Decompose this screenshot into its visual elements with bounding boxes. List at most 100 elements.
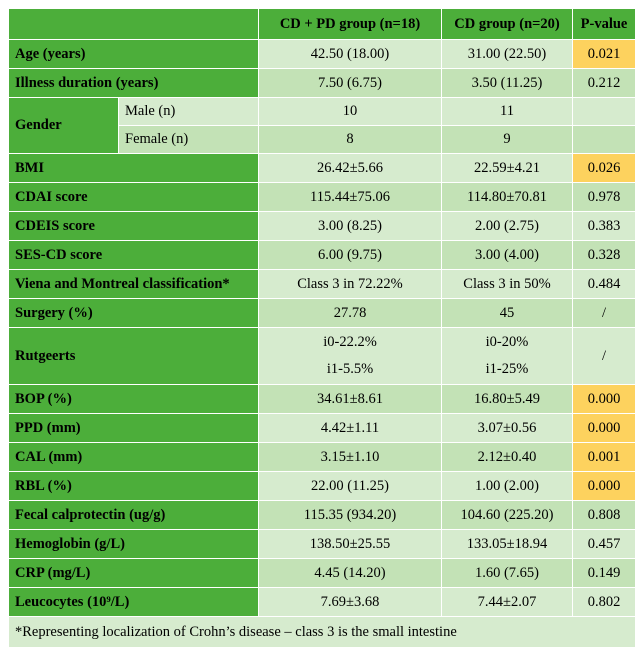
cell-cd-pd: 4.45 (14.20) [258,558,442,588]
table-row: Hemoglobin (g/L) 138.50±25.55 133.05±18.… [8,529,636,559]
row-label: Leucocytes (10⁹/L) [8,587,259,617]
cell-cd: 45 [441,298,573,328]
table-row: CRP (mg/L) 4.45 (14.20) 1.60 (7.65) 0.14… [8,558,636,588]
table-row: Fecal calprotectin (ug/g) 115.35 (934.20… [8,500,636,530]
row-label: BOP (%) [8,384,259,414]
table-row: CDEIS score 3.00 (8.25) 2.00 (2.75) 0.38… [8,211,636,241]
cell-cd: 1.60 (7.65) [441,558,573,588]
row-label: SES-CD score [8,240,259,270]
header-p-value: P-value [572,8,636,40]
row-label: Rutgeerts [8,327,259,385]
cell-p: 0.383 [572,211,636,241]
cell-cd-pd: i0-22.2% i1-5.5% [258,327,442,385]
cell-p: 0.000 [572,413,636,443]
cell-cd-pd: Class 3 in 72.22% [258,269,442,299]
cell-p: / [572,327,636,385]
row-label: BMI [8,153,259,183]
cell-cd: Class 3 in 50% [441,269,573,299]
cell-p: 0.000 [572,384,636,414]
header-row: CD + PD group (n=18) CD group (n=20) P-v… [8,8,636,40]
cell-cd: 3.07±0.56 [441,413,573,443]
cell-cd-pd: 22.00 (11.25) [258,471,442,501]
row-label: Viena and Montreal classification* [8,269,259,299]
header-cd: CD group (n=20) [441,8,573,40]
table-row: Viena and Montreal classification* Class… [8,269,636,299]
cell-line: i1-25% [485,361,529,377]
row-label: Gender [8,97,119,154]
cell-p: 0.149 [572,558,636,588]
cell-p: 0.457 [572,529,636,559]
cell-cd: i0-20% i1-25% [441,327,573,385]
cell-cd-pd: 34.61±8.61 [258,384,442,414]
cell-p: 0.328 [572,240,636,270]
cell-cd-pd: 3.15±1.10 [258,442,442,472]
sub-label: Female (n) [118,125,259,154]
cell-cd-pd: 115.35 (934.20) [258,500,442,530]
cell-cd: 114.80±70.81 [441,182,573,212]
cell-cd: 1.00 (2.00) [441,471,573,501]
cell-line: i0-20% [485,334,529,350]
cell-p: 0.212 [572,68,636,98]
table-row: Illness duration (years) 7.50 (6.75) 3.5… [8,68,636,98]
footnote: *Representing localization of Crohn’s di… [8,616,636,648]
row-label: Illness duration (years) [8,68,259,98]
cell-p: 0.484 [572,269,636,299]
footnote-row: *Representing localization of Crohn’s di… [8,616,636,648]
table-row: CDAI score 115.44±75.06 114.80±70.81 0.9… [8,182,636,212]
cell-cd-pd: 42.50 (18.00) [258,39,442,69]
cell-p: 0.978 [572,182,636,212]
cell-p: 0.021 [572,39,636,69]
cell-cd-pd: 3.00 (8.25) [258,211,442,241]
cell-cd: 16.80±5.49 [441,384,573,414]
cell-cd: 3.50 (11.25) [441,68,573,98]
row-label: Age (years) [8,39,259,69]
cell-cd: 3.00 (4.00) [441,240,573,270]
row-label: RBL (%) [8,471,259,501]
results-table: CD + PD group (n=18) CD group (n=20) P-v… [8,8,636,648]
cell-line: i1-5.5% [326,361,374,377]
cell-p: 0.000 [572,471,636,501]
row-label: Hemoglobin (g/L) [8,529,259,559]
cell-cd: 31.00 (22.50) [441,39,573,69]
row-label: CRP (mg/L) [8,558,259,588]
cell-cd-pd: 4.42±1.11 [258,413,442,443]
table-row: Rutgeerts i0-22.2% i1-5.5% i0-20% i1-25%… [8,327,636,385]
cell-p: 0.802 [572,587,636,617]
table-row: Female (n) 8 9 [9,125,636,154]
table-row: PPD (mm) 4.42±1.11 3.07±0.56 0.000 [8,413,636,443]
row-label: Fecal calprotectin (ug/g) [8,500,259,530]
cell-cd-pd: 7.69±3.68 [258,587,442,617]
cell-cd: 22.59±4.21 [441,153,573,183]
table-row: Age (years) 42.50 (18.00) 31.00 (22.50) … [8,39,636,69]
cell-cd-pd: 6.00 (9.75) [258,240,442,270]
cell-cd-pd: 10 [258,97,442,126]
table-row: Surgery (%) 27.78 45 / [8,298,636,328]
table-row: Gender Male (n) 10 11 [8,97,636,154]
header-cd-pd: CD + PD group (n=18) [258,8,442,40]
row-label: PPD (mm) [8,413,259,443]
row-label: CAL (mm) [8,442,259,472]
cell-cd-pd: 26.42±5.66 [258,153,442,183]
table-row: Leucocytes (10⁹/L) 7.69±3.68 7.44±2.07 0… [8,587,636,617]
cell-p: 0.001 [572,442,636,472]
table-row: CAL (mm) 3.15±1.10 2.12±0.40 0.001 [8,442,636,472]
row-label: CDAI score [8,182,259,212]
cell-p [572,125,636,154]
cell-cd: 7.44±2.07 [441,587,573,617]
cell-p [572,97,636,126]
cell-cd-pd: 8 [258,125,442,154]
cell-cd: 2.12±0.40 [441,442,573,472]
table-row: BOP (%) 34.61±8.61 16.80±5.49 0.000 [8,384,636,414]
row-label: Surgery (%) [8,298,259,328]
cell-line: i0-22.2% [323,334,377,350]
cell-p: 0.026 [572,153,636,183]
cell-cd: 2.00 (2.75) [441,211,573,241]
sub-label: Male (n) [118,97,259,126]
table-row: RBL (%) 22.00 (11.25) 1.00 (2.00) 0.000 [8,471,636,501]
table-row: BMI 26.42±5.66 22.59±4.21 0.026 [8,153,636,183]
cell-cd-pd: 27.78 [258,298,442,328]
cell-cd-pd: 138.50±25.55 [258,529,442,559]
header-blank [8,8,259,40]
cell-cd: 9 [441,125,573,154]
cell-p: 0.808 [572,500,636,530]
